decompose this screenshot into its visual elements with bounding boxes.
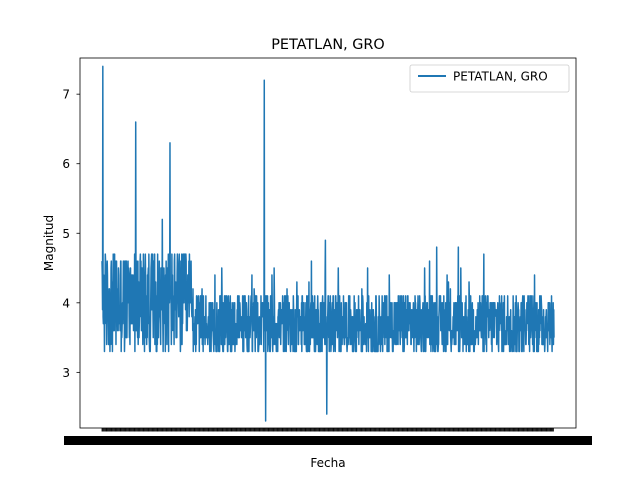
x-tick-labels-overlapped	[64, 436, 592, 445]
series-group	[101, 65, 555, 422]
y-tick-label: 6	[62, 157, 70, 171]
x-axis	[64, 428, 592, 445]
legend-label: PETATLAN, GRO	[453, 70, 548, 84]
x-axis-label: Fecha	[310, 456, 345, 470]
y-tick-label: 4	[62, 296, 70, 310]
y-axis: 3 4 5 6 7	[62, 88, 80, 380]
legend: PETATLAN, GRO	[409, 64, 570, 93]
y-tick-label: 5	[62, 227, 70, 241]
plot-area	[101, 65, 555, 422]
chart-title: PETATLAN, GRO	[271, 37, 385, 53]
legend-box	[409, 64, 570, 93]
y-axis-label: Magnitud	[42, 215, 56, 271]
series-line	[101, 65, 555, 422]
x-ticks	[101, 428, 554, 432]
y-tick-label: 7	[62, 88, 70, 102]
y-tick-label: 3	[62, 366, 70, 380]
